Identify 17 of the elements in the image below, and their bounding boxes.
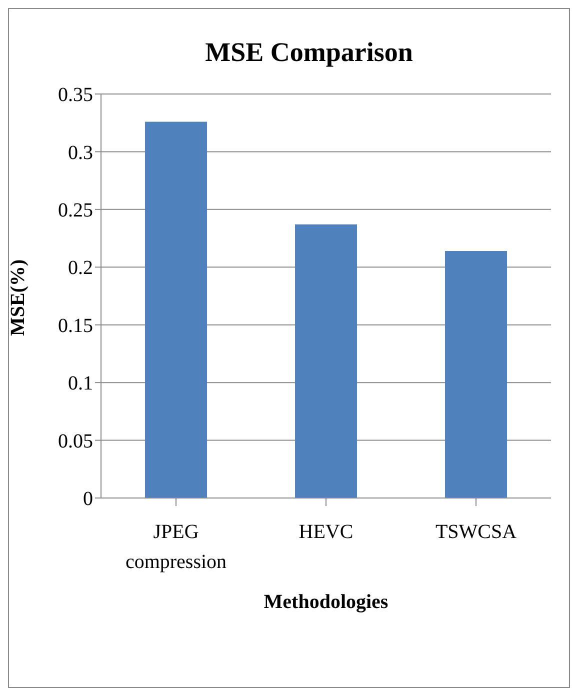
chart-title: MSE Comparison (204, 37, 414, 68)
y-tick-label: 0.05 (58, 430, 93, 452)
x-axis-title: Methodologies (264, 591, 388, 613)
bar (445, 250, 507, 498)
y-tick-label: 0 (83, 488, 93, 510)
y-tick-label: 0.1 (68, 372, 93, 395)
y-tick-label: 0.35 (58, 84, 93, 106)
bar (295, 224, 357, 498)
y-tick-label: 0.15 (58, 314, 93, 337)
y-tick-label: 0.3 (68, 142, 93, 164)
x-tick-label: JPEG compression (125, 521, 227, 573)
y-tick-label: 0.2 (68, 257, 93, 280)
bar (145, 122, 207, 498)
y-axis-title: MSE(%) (7, 259, 30, 336)
x-tick-label: HEVC (298, 521, 354, 543)
x-tick-label: TSWCSA (435, 521, 518, 543)
y-tick-label: 0.25 (58, 200, 93, 222)
